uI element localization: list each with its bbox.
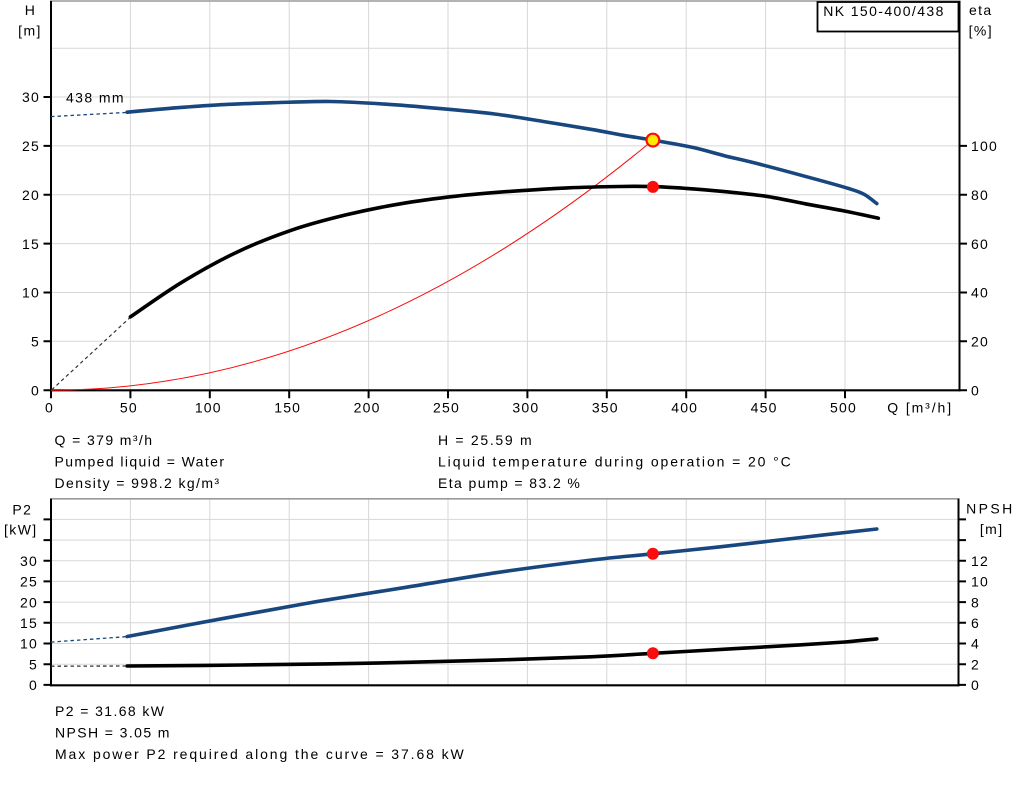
svg-text:8: 8: [971, 594, 980, 610]
svg-text:10: 10: [971, 574, 989, 590]
svg-text:50: 50: [120, 400, 138, 416]
svg-text:450: 450: [751, 400, 778, 416]
svg-text:15: 15: [22, 236, 40, 252]
svg-text:100: 100: [195, 400, 222, 416]
svg-text:150: 150: [274, 400, 301, 416]
svg-text:400: 400: [671, 400, 698, 416]
svg-text:80: 80: [971, 187, 989, 203]
svg-text:Q = 379 m³/h: Q = 379 m³/h: [55, 432, 154, 448]
svg-text:500: 500: [830, 400, 857, 416]
svg-text:10: 10: [20, 636, 38, 652]
svg-text:25: 25: [20, 574, 38, 590]
svg-text:6: 6: [971, 615, 980, 631]
svg-text:H = 25.59 m: H = 25.59 m: [438, 432, 533, 448]
svg-text:0: 0: [971, 677, 980, 693]
svg-text:P2: P2: [12, 502, 32, 518]
svg-text:438 mm: 438 mm: [66, 89, 125, 105]
svg-text:0: 0: [45, 400, 54, 416]
svg-text:Eta pump = 83.2 %: Eta pump = 83.2 %: [438, 475, 581, 491]
svg-text:30: 30: [22, 89, 40, 105]
svg-text:Q [m³/h]: Q [m³/h]: [887, 400, 953, 416]
svg-text:Pumped liquid = Water: Pumped liquid = Water: [55, 454, 226, 470]
svg-text:20: 20: [20, 594, 38, 610]
svg-text:40: 40: [971, 285, 989, 301]
svg-text:0: 0: [29, 677, 38, 693]
svg-text:200: 200: [354, 400, 381, 416]
svg-text:NPSH = 3.05 m: NPSH = 3.05 m: [55, 725, 171, 741]
svg-text:4: 4: [971, 636, 980, 652]
svg-text:100: 100: [971, 138, 998, 154]
svg-text:P2 = 31.68 kW: P2 = 31.68 kW: [55, 703, 165, 719]
svg-text:Density = 998.2 kg/m³: Density = 998.2 kg/m³: [55, 475, 221, 491]
svg-text:10: 10: [22, 285, 40, 301]
svg-text:25: 25: [22, 138, 40, 154]
svg-text:60: 60: [971, 236, 989, 252]
svg-text:20: 20: [971, 334, 989, 350]
svg-text:NK 150-400/438: NK 150-400/438: [823, 3, 945, 19]
svg-text:15: 15: [20, 615, 38, 631]
svg-text:[m]: [m]: [980, 521, 1004, 537]
svg-text:NPSH: NPSH: [966, 500, 1015, 516]
svg-text:12: 12: [971, 553, 989, 569]
svg-text:0: 0: [31, 382, 40, 398]
svg-text:350: 350: [592, 400, 619, 416]
svg-text:[m]: [m]: [18, 22, 42, 38]
svg-text:20: 20: [22, 187, 40, 203]
svg-text:300: 300: [512, 400, 539, 416]
svg-text:eta: eta: [969, 2, 993, 18]
svg-text:[kW]: [kW]: [4, 522, 38, 538]
svg-text:30: 30: [20, 553, 38, 569]
svg-text:[%]: [%]: [969, 22, 993, 38]
svg-text:5: 5: [31, 334, 40, 350]
svg-text:Max power P2 required along th: Max power P2 required along the curve = …: [55, 746, 466, 762]
svg-text:2: 2: [971, 656, 980, 672]
svg-text:250: 250: [433, 400, 460, 416]
svg-text:Liquid temperature during oper: Liquid temperature during operation = 20…: [438, 454, 793, 470]
svg-text:5: 5: [29, 656, 38, 672]
svg-text:H: H: [25, 2, 37, 18]
svg-text:0: 0: [971, 382, 980, 398]
